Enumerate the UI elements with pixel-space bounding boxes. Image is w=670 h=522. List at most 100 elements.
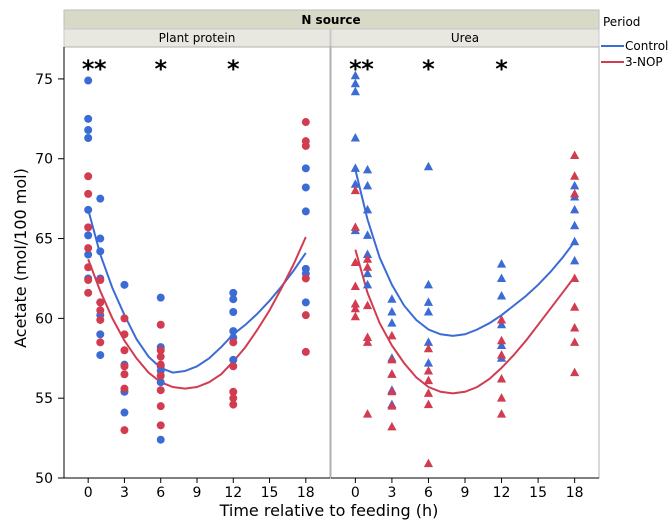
fit-line-3-nop <box>87 236 307 390</box>
data-point-control <box>84 133 93 142</box>
data-point-3-nop <box>496 314 507 324</box>
data-point-3-nop <box>496 350 507 359</box>
data-point-control <box>96 194 105 203</box>
significance-star: * <box>349 55 362 83</box>
data-point-control <box>84 250 93 259</box>
fit-line-control <box>354 169 576 337</box>
data-point-control <box>301 207 310 216</box>
data-point-3-nop <box>362 409 373 418</box>
y-axis-title: Acetate (mol/100 mol) <box>11 168 30 348</box>
data-point-3-nop <box>120 426 129 435</box>
data-point-3-nop <box>84 276 93 285</box>
data-point-3-nop <box>570 171 580 180</box>
significance-star: * <box>495 55 508 83</box>
data-point-3-nop <box>156 360 165 369</box>
data-point-3-nop <box>570 337 580 346</box>
data-point-3-nop <box>387 386 397 396</box>
data-point-3-nop <box>120 384 129 393</box>
legend-label: 3-NOP <box>625 55 663 69</box>
data-point-control <box>301 183 310 192</box>
data-point-control <box>496 259 507 268</box>
x-tick-label: 0 <box>351 485 360 501</box>
data-point-control <box>120 280 129 289</box>
data-point-3-nop <box>570 302 580 311</box>
data-point-3-nop <box>362 332 373 342</box>
data-point-3-nop <box>96 276 105 285</box>
data-point-control <box>350 132 360 142</box>
data-point-3-nop <box>120 370 129 379</box>
data-point-3-nop <box>156 346 165 355</box>
data-point-3-nop <box>350 299 360 308</box>
data-point-3-nop <box>84 223 93 232</box>
fit-line-control <box>87 209 307 374</box>
data-point-control <box>301 298 310 307</box>
data-point-control <box>362 230 373 239</box>
data-point-control <box>84 231 93 240</box>
data-point-control <box>96 330 105 339</box>
strip-title: N source <box>301 13 360 27</box>
data-point-3-nop <box>96 298 105 307</box>
data-point-3-nop <box>423 388 434 397</box>
data-point-3-nop <box>229 394 238 403</box>
data-point-control <box>84 76 93 85</box>
data-point-3-nop <box>387 421 397 431</box>
data-point-3-nop <box>496 393 507 402</box>
data-point-control <box>84 114 93 123</box>
data-point-3-nop <box>350 311 360 321</box>
data-point-3-nop <box>570 367 580 377</box>
y-tick-label: 65 <box>35 232 53 248</box>
x-tick-label: 3 <box>120 485 129 501</box>
significance-star: * <box>422 55 435 83</box>
legend-title: Period <box>603 15 640 29</box>
data-point-control <box>301 164 310 173</box>
data-point-3-nop <box>96 338 105 347</box>
data-point-control <box>362 180 373 190</box>
data-point-control <box>423 279 434 289</box>
data-point-control <box>96 234 105 243</box>
data-point-3-nop <box>570 150 580 160</box>
data-point-control <box>350 86 360 96</box>
data-point-control <box>229 355 238 364</box>
data-point-3-nop <box>229 400 238 409</box>
data-point-control <box>229 327 238 336</box>
data-point-3-nop <box>156 421 165 430</box>
data-point-control <box>84 205 93 214</box>
data-point-control <box>423 306 434 316</box>
data-point-control <box>96 247 105 256</box>
data-point-3-nop <box>387 401 397 410</box>
data-point-control <box>96 351 105 360</box>
data-point-3-nop <box>350 303 360 313</box>
data-point-3-nop <box>229 387 238 396</box>
legend: Period Control 3-NOP <box>601 15 668 69</box>
data-point-control <box>387 294 397 303</box>
data-point-3-nop <box>84 288 93 297</box>
data-point-control <box>350 78 360 88</box>
x-tick-label: 15 <box>261 485 279 501</box>
x-tick-label: 12 <box>493 485 511 501</box>
significance-star: * <box>82 55 95 83</box>
data-point-control <box>423 337 434 346</box>
x-tick-label: 6 <box>156 485 165 501</box>
x-tick-label: 0 <box>84 485 93 501</box>
y-tick-label: 70 <box>35 152 53 168</box>
x-tick-label: 18 <box>297 485 315 501</box>
data-point-3-nop <box>496 335 507 345</box>
x-tick-label: 9 <box>193 485 202 501</box>
data-point-3-nop <box>120 346 129 355</box>
data-point-3-nop <box>350 257 360 266</box>
data-point-control <box>423 161 434 171</box>
data-point-control <box>570 255 580 265</box>
data-point-3-nop <box>229 338 238 347</box>
data-point-3-nop <box>120 314 129 323</box>
data-point-3-nop <box>156 371 165 380</box>
x-tick-label: 6 <box>424 485 433 501</box>
data-point-3-nop <box>362 262 373 271</box>
data-point-control <box>496 319 507 329</box>
data-point-control <box>84 126 93 135</box>
data-point-control <box>156 435 165 444</box>
legend-label: Control <box>625 39 668 53</box>
data-point-3-nop <box>423 343 434 353</box>
data-point-control <box>423 297 434 306</box>
